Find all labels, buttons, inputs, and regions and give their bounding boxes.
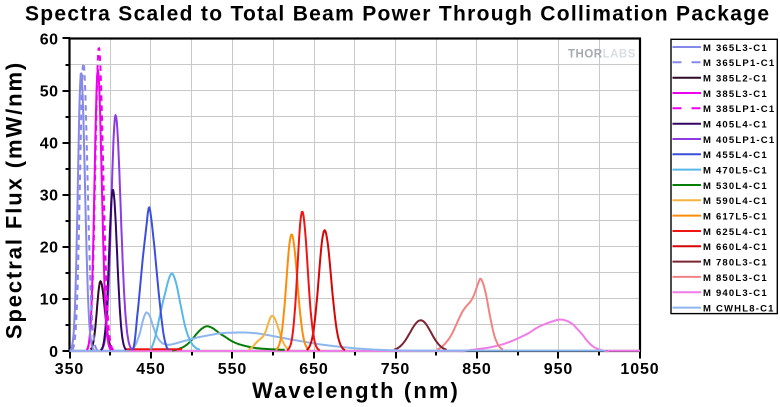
svg-text:40: 40 bbox=[40, 136, 59, 153]
svg-text:M 385LP1-C1: M 385LP1-C1 bbox=[703, 104, 775, 115]
svg-text:0: 0 bbox=[49, 344, 58, 361]
svg-text:60: 60 bbox=[40, 31, 59, 48]
svg-text:M 365LP1-C1: M 365LP1-C1 bbox=[703, 58, 775, 69]
svg-text:M 470L5-C1: M 470L5-C1 bbox=[703, 165, 768, 176]
svg-text:Spectra Scaled to Total Beam P: Spectra Scaled to Total Beam Power Throu… bbox=[25, 3, 770, 26]
svg-text:50: 50 bbox=[40, 83, 59, 100]
svg-text:Spectral Flux (mW/nm): Spectral Flux (mW/nm) bbox=[2, 61, 27, 339]
svg-text:1050: 1050 bbox=[620, 361, 659, 378]
svg-text:M 617L5-C1: M 617L5-C1 bbox=[703, 211, 768, 222]
svg-text:M 850L3-C1: M 850L3-C1 bbox=[703, 273, 768, 284]
svg-text:M 405L4-C1: M 405L4-C1 bbox=[703, 120, 768, 131]
svg-text:750: 750 bbox=[381, 361, 410, 378]
svg-text:M 530L4-C1: M 530L4-C1 bbox=[703, 181, 768, 192]
svg-text:M 385L2-C1: M 385L2-C1 bbox=[703, 74, 768, 85]
svg-text:M 625L4-C1: M 625L4-C1 bbox=[703, 227, 768, 238]
svg-text:M 455L4-C1: M 455L4-C1 bbox=[703, 150, 768, 161]
svg-text:M 940L3-C1: M 940L3-C1 bbox=[703, 288, 768, 299]
svg-text:M CWHL8-C1: M CWHL8-C1 bbox=[703, 303, 775, 314]
svg-text:850: 850 bbox=[462, 361, 491, 378]
svg-text:M 405LP1-C1: M 405LP1-C1 bbox=[703, 135, 775, 146]
svg-text:M 780L3-C1: M 780L3-C1 bbox=[703, 257, 768, 268]
svg-text:Wavelength (nm): Wavelength (nm) bbox=[252, 378, 460, 403]
svg-text:M 365L3-C1: M 365L3-C1 bbox=[703, 43, 768, 54]
svg-text:350: 350 bbox=[55, 361, 84, 378]
svg-text:M 660L4-C1: M 660L4-C1 bbox=[703, 242, 768, 253]
svg-text:M 590L4-C1: M 590L4-C1 bbox=[703, 196, 768, 207]
svg-text:450: 450 bbox=[136, 361, 165, 378]
svg-text:30: 30 bbox=[40, 188, 59, 205]
svg-text:10: 10 bbox=[40, 292, 59, 309]
svg-text:20: 20 bbox=[40, 240, 59, 257]
svg-text:THORLABS: THORLABS bbox=[568, 49, 636, 61]
svg-text:950: 950 bbox=[544, 361, 573, 378]
svg-text:650: 650 bbox=[299, 361, 328, 378]
svg-text:550: 550 bbox=[218, 361, 247, 378]
svg-text:M 385L3-C1: M 385L3-C1 bbox=[703, 89, 768, 100]
